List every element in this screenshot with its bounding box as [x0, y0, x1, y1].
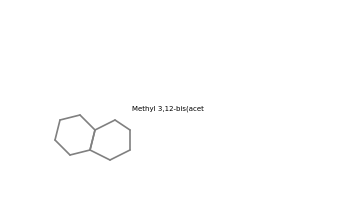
Text: Methyl 3,12-bis(acet: Methyl 3,12-bis(acet	[132, 105, 204, 112]
